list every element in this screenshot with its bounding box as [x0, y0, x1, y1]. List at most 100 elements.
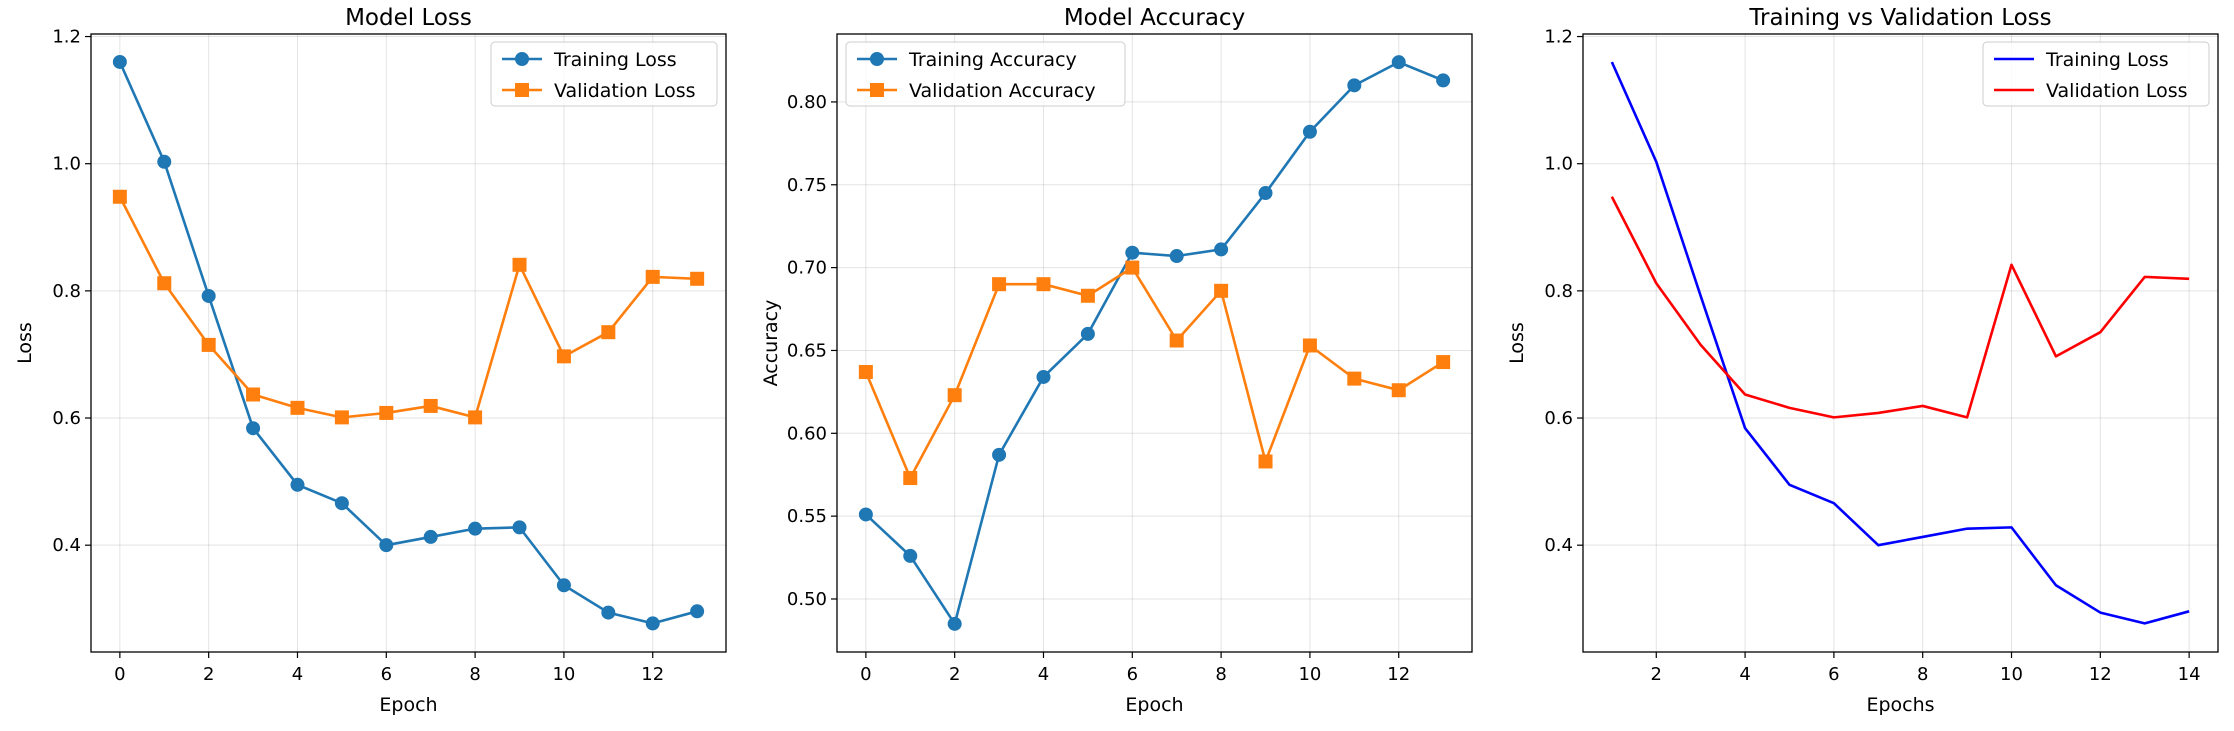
x-tick-label: 2 — [203, 664, 214, 685]
x-tick-label: 10 — [552, 664, 575, 685]
data-point-marker — [870, 52, 884, 66]
data-point-marker — [1214, 242, 1229, 257]
series-validation-loss — [112, 189, 705, 425]
data-point-marker — [290, 400, 305, 415]
data-point-marker — [870, 83, 884, 97]
data-point-marker — [690, 271, 705, 286]
chart-panel-model-accuracy: Model Accuracy Epoch Accuracy 0 2 4 6 8 10 12 0… — [760, 5, 1473, 716]
y-tick-label: 0.6 — [1544, 408, 1573, 429]
data-point-marker — [992, 277, 1007, 292]
data-point-marker — [645, 269, 660, 284]
data-point-marker — [690, 604, 705, 619]
data-point-marker — [157, 276, 172, 291]
legend-box — [845, 41, 1126, 107]
series-line — [864, 60, 1444, 626]
x-tick-label: 4 — [292, 664, 303, 685]
data-point-marker — [512, 520, 527, 535]
legend-item: Training Loss — [1994, 49, 2169, 71]
data-point-marker — [290, 477, 305, 492]
x-tick-label: 8 — [1215, 664, 1226, 685]
data-point-marker — [601, 605, 616, 620]
y-tick-label: 0.55 — [787, 506, 827, 527]
y-tick-label: 0.80 — [787, 92, 827, 113]
data-point-marker — [1080, 288, 1095, 303]
data-point-marker — [1125, 245, 1140, 260]
data-point-marker — [1258, 454, 1273, 469]
legend-label: Validation Loss — [554, 80, 696, 102]
y-tick-label: 0.75 — [787, 175, 827, 196]
data-point-marker — [1036, 277, 1051, 292]
axes-frame — [1582, 33, 2219, 653]
x-tick-label: 8 — [469, 664, 480, 685]
data-point-marker — [1214, 283, 1229, 298]
x-tick-label: 6 — [381, 664, 392, 685]
data-point-marker — [246, 421, 261, 436]
legend-label: Training Loss — [2045, 49, 2169, 71]
data-point-marker — [903, 471, 918, 486]
data-point-marker — [512, 257, 527, 272]
series-line — [118, 61, 698, 625]
x-tick-label: 0 — [114, 664, 125, 685]
x-tick-label: 12 — [2089, 664, 2112, 685]
data-point-marker — [1169, 333, 1184, 348]
x-tick-label: 14 — [2178, 664, 2201, 685]
data-point-marker — [1347, 78, 1362, 93]
x-tick-label: 12 — [641, 664, 664, 685]
data-point-marker — [1302, 338, 1317, 353]
data-point-marker — [1347, 371, 1362, 386]
chart-panel-model-loss: Model Loss Epoch Loss 0 2 4 6 8 10 12 0.4 0.6 0.8… — [14, 5, 727, 716]
legend-item: Training Loss — [502, 49, 677, 71]
data-point-marker — [379, 405, 394, 420]
x-tick-label: 0 — [860, 664, 871, 685]
legend-item: Training Accuracy — [857, 49, 1077, 71]
y-tick-label: 0.70 — [787, 258, 827, 279]
y-tick-label: 0.4 — [52, 535, 81, 556]
chart-title: Model Loss — [345, 5, 472, 31]
series-training-loss — [1610, 61, 2190, 625]
y-tick-label: 1.0 — [1544, 154, 1573, 175]
series-validation-loss — [1610, 196, 2190, 419]
series-line — [1610, 196, 2190, 419]
x-axis-label: Epoch — [1125, 694, 1183, 716]
chart-title: Model Accuracy — [1064, 5, 1245, 31]
x-tick-label: 4 — [1038, 664, 1049, 685]
series-line — [118, 196, 698, 419]
data-point-marker — [645, 616, 660, 631]
data-point-marker — [601, 325, 616, 340]
data-point-marker — [112, 189, 127, 204]
data-point-marker — [1391, 383, 1406, 398]
x-tick-label: 2 — [949, 664, 960, 685]
data-point-marker — [903, 548, 918, 563]
data-point-marker — [1080, 326, 1095, 341]
data-point-marker — [556, 349, 571, 364]
y-tick-label: 0.50 — [787, 589, 827, 610]
data-point-marker — [858, 364, 873, 379]
x-tick-label: 8 — [1917, 664, 1928, 685]
series-validation-accuracy — [858, 260, 1451, 486]
y-axis-label: Loss — [1506, 322, 1528, 364]
x-tick-label: 2 — [1651, 664, 1662, 685]
legend-item: Validation Accuracy — [857, 80, 1096, 102]
y-tick-label: 0.60 — [787, 423, 827, 444]
data-point-marker — [423, 529, 438, 544]
x-tick-label: 6 — [1828, 664, 1839, 685]
data-point-marker — [157, 154, 172, 169]
series-line — [864, 266, 1444, 480]
legend-box — [490, 41, 718, 107]
data-point-marker — [947, 388, 962, 403]
data-point-marker — [468, 521, 483, 536]
data-point-marker — [556, 578, 571, 593]
x-tick-label: 6 — [1127, 664, 1138, 685]
data-point-marker — [246, 387, 261, 402]
series-training-loss — [112, 54, 705, 631]
y-tick-label: 0.8 — [1544, 281, 1573, 302]
legend-label: Training Accuracy — [908, 49, 1077, 71]
legend-box — [1982, 41, 2210, 107]
x-axis-label: Epoch — [379, 694, 437, 716]
data-point-marker — [1302, 124, 1317, 139]
data-point-marker — [112, 54, 127, 69]
data-point-marker — [468, 410, 483, 425]
data-point-marker — [1436, 73, 1451, 88]
data-point-marker — [1436, 355, 1451, 370]
